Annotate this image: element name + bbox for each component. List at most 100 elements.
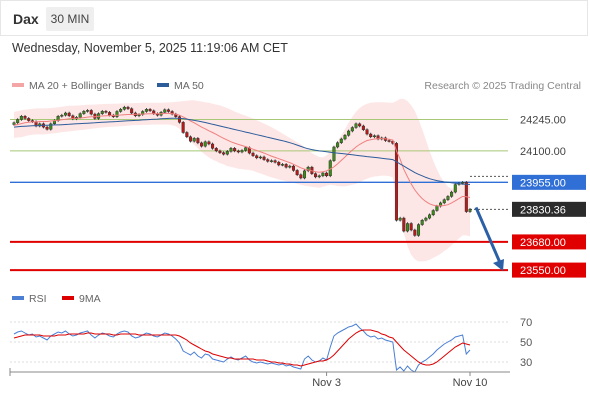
candle-body [211, 143, 215, 149]
candle-body [166, 109, 170, 112]
candle-body [343, 135, 347, 140]
rsi-line [13, 323, 471, 373]
candle-body [369, 133, 373, 138]
candle-body [100, 111, 104, 114]
candle-body [306, 166, 310, 172]
rsi-legend-item-9ma: 9MA [62, 293, 101, 305]
candle-body [450, 191, 454, 197]
candle-body [295, 170, 299, 175]
candle-body [398, 217, 402, 221]
candle-body [350, 127, 354, 132]
ma50-line [13, 117, 471, 185]
candle-body [453, 184, 457, 193]
candle-body [181, 122, 185, 133]
rsi-tick-label: 50 [520, 337, 532, 349]
legend-item-ma20-bb: MA 20 + Bollinger Bands [12, 80, 144, 92]
ma20-line [13, 112, 471, 207]
candle-body [67, 112, 71, 117]
candle-body [63, 112, 67, 116]
candle-body [255, 155, 259, 159]
candle-body [163, 109, 167, 113]
legend-label-ma20-bb: MA 20 + Bollinger Bands [29, 80, 145, 92]
candle-body [303, 170, 307, 179]
candle-body [104, 111, 108, 113]
candle-body [200, 142, 204, 147]
symbol-label[interactable]: Dax [13, 11, 39, 27]
rsi-legend-swatch [12, 296, 24, 301]
candle-body [126, 106, 130, 109]
candle-body [148, 109, 152, 112]
legend-item-ma50: MA 50 [157, 80, 204, 92]
candle-body [251, 152, 255, 156]
candle-body [60, 114, 64, 117]
candle-body [277, 161, 281, 166]
candle-body [229, 148, 233, 152]
candle-body [446, 196, 450, 200]
candle-body [225, 151, 229, 155]
candle-body [273, 160, 277, 163]
legend-label-ma50: MA 50 [174, 80, 204, 92]
candle-body [89, 110, 93, 115]
toolbar: Dax 30 MIN [0, 0, 588, 36]
candle-body [196, 138, 200, 144]
candle-body [321, 172, 325, 177]
candle-body [45, 126, 49, 130]
candle-body [394, 143, 398, 221]
price-label-bg-2 [512, 174, 586, 190]
candle-body [266, 159, 270, 162]
candle-body [339, 138, 343, 143]
candle-body [119, 109, 123, 112]
price-label-resistance: 24100.00 [520, 146, 566, 158]
candle-body [189, 136, 193, 142]
projection-arrow-head [493, 259, 504, 271]
rsi-9ma-line [13, 329, 471, 367]
candle-body [284, 164, 288, 168]
candle-body [361, 125, 365, 130]
candle-body [192, 138, 196, 142]
candle-body [280, 164, 284, 166]
candle-body [332, 146, 336, 161]
candle-body [122, 106, 126, 110]
candle-body [424, 217, 428, 221]
research-credit: Research © 2025 Trading Central [424, 80, 581, 92]
candle-body [12, 122, 16, 125]
candle-body [336, 142, 340, 148]
rsi-tick-label: 30 [520, 357, 532, 369]
ma9-legend-swatch [62, 296, 74, 301]
rsi-legend-item-rsi: RSI [12, 293, 47, 305]
bollinger-band-area [14, 98, 470, 262]
candle-body [358, 123, 362, 127]
rsi-tick-label: 70 [520, 317, 532, 329]
price-label-bg-5 [512, 262, 586, 278]
timestamp: Wednesday, November 5, 2025 11:19:06 AM … [12, 41, 288, 55]
candle-body [203, 141, 207, 147]
candle-body [19, 116, 23, 120]
candle-body [49, 123, 53, 130]
candle-body [236, 150, 240, 153]
candle-body [240, 150, 244, 153]
candle-body [428, 214, 432, 219]
candle-body [317, 175, 321, 178]
rsi-legend-label: RSI [29, 293, 47, 305]
candle-body [269, 160, 273, 162]
price-label-pivot: 23955.00 [520, 177, 566, 189]
candle-body [442, 199, 446, 204]
candle-body [354, 123, 358, 128]
candle-body [325, 172, 329, 177]
price-label-bg-4 [512, 234, 586, 250]
legend-swatch-ma50 [157, 83, 169, 88]
timeframe-button[interactable]: 30 MIN [46, 7, 94, 31]
candle-body [214, 148, 218, 152]
candle-body [435, 205, 439, 211]
price-label-bg-3 [512, 201, 586, 217]
candle-body [258, 156, 262, 159]
candle-body [420, 220, 424, 225]
candle-body [365, 129, 369, 135]
candle-body [207, 141, 211, 145]
candle-body [413, 229, 417, 236]
candle-body [82, 111, 86, 114]
candle-body [468, 209, 472, 212]
candle-body [86, 110, 90, 112]
candle-body [115, 111, 119, 117]
